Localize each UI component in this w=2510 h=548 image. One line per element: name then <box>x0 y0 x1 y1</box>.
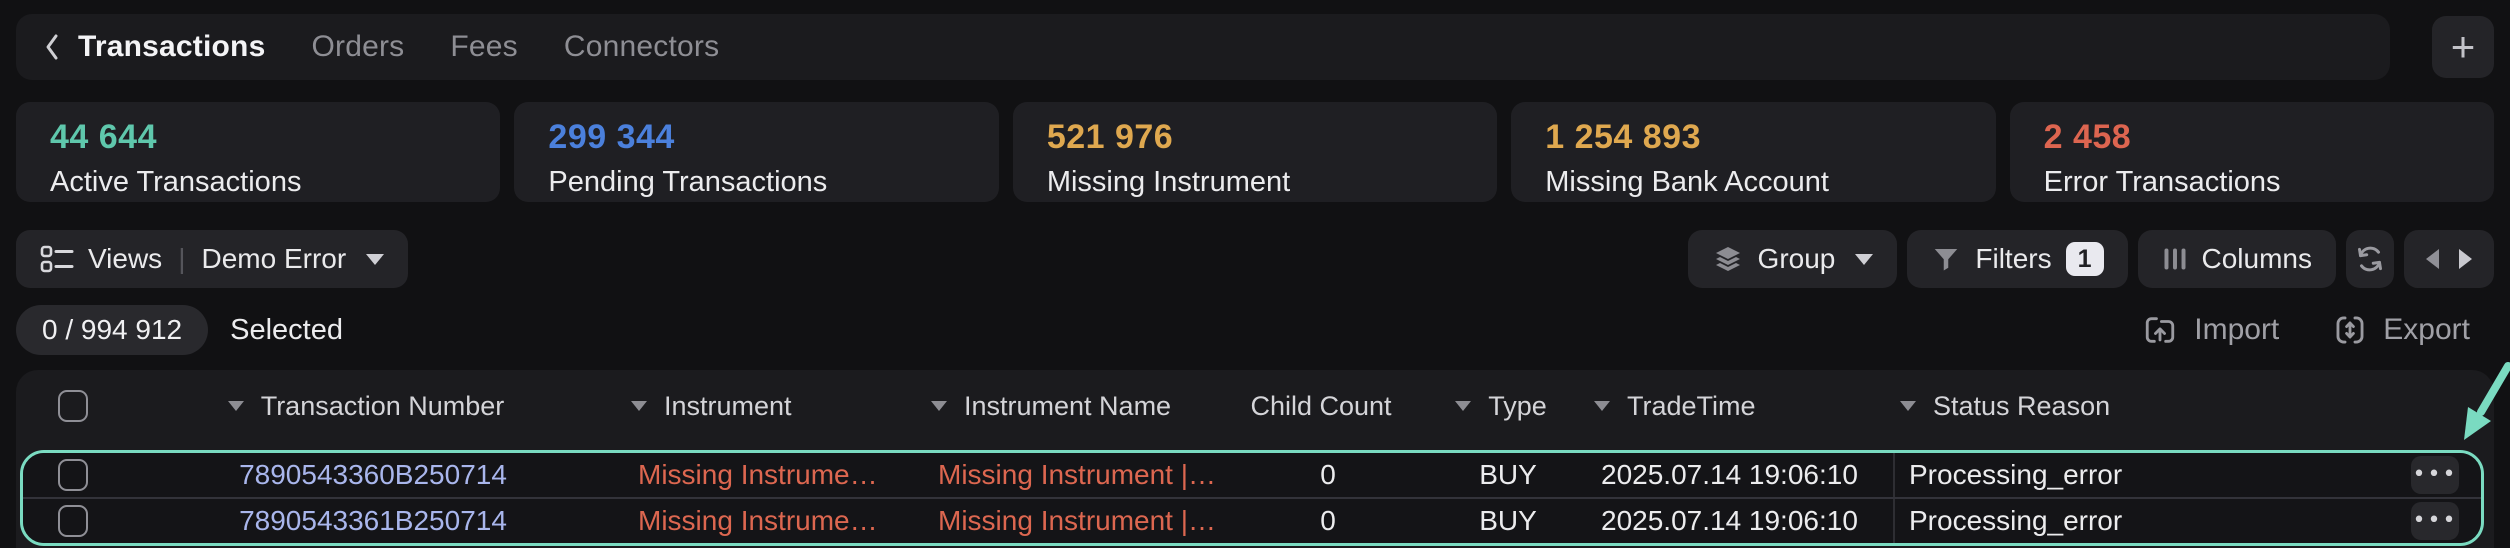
chevron-down-icon <box>366 253 385 265</box>
refresh-icon <box>2358 246 2382 272</box>
selected-label: Selected <box>230 313 343 346</box>
stat-card-missing-bank: 1 254 893 Missing Bank Account <box>1511 102 1996 202</box>
selection-bar: 0 / 994 912 Selected Import <box>16 304 2494 356</box>
import-label: Import <box>2194 313 2280 346</box>
select-all-checkbox[interactable] <box>58 390 88 422</box>
annotation-arrow-icon <box>2464 362 2510 440</box>
tab-orders[interactable]: Orders <box>311 30 405 63</box>
funnel-icon <box>1935 249 1958 271</box>
current-view-name: Demo Error <box>201 243 347 274</box>
row-divider <box>23 497 2481 499</box>
sort-caret-icon <box>1594 401 1610 411</box>
stat-cards: 44 644 Active Transactions 299 344 Pendi… <box>16 102 2495 202</box>
instrument-name-cell: Missing Instrument |… <box>938 459 1217 490</box>
column-header-child-count[interactable]: Child Count <box>1250 390 1392 421</box>
sort-caret-icon <box>631 401 647 411</box>
table-toolbar: Views | Demo Error Group Filters 1 <box>16 230 2494 288</box>
top-nav: Transactions Orders Fees Connectors <box>16 14 2390 80</box>
group-button[interactable]: Group <box>1687 230 1898 288</box>
transaction-number-link[interactable]: 7890543360B250714 <box>239 459 507 490</box>
chevron-down-icon <box>1855 253 1874 265</box>
tab-fees[interactable]: Fees <box>450 30 518 63</box>
import-button[interactable]: Import <box>2142 313 2279 347</box>
column-header-instrument-name[interactable]: Instrument Name <box>886 391 1226 422</box>
tab-connectors[interactable]: Connectors <box>563 30 720 63</box>
instrument-cell: Missing Instrume… <box>638 505 878 536</box>
import-folder-icon <box>2146 317 2175 343</box>
filters-count-badge: 1 <box>2065 242 2104 276</box>
column-header-instrument[interactable]: Instrument <box>566 391 886 422</box>
views-label: Views <box>88 243 163 274</box>
stat-card-active: 44 644 Active Transactions <box>16 102 501 202</box>
stat-label: Pending Transactions <box>548 166 828 198</box>
tradetime-cell: 2025.07.14 19:06:10 <box>1601 505 1858 536</box>
columns-button[interactable]: Columns <box>2137 230 2336 288</box>
views-list-icon <box>40 245 74 273</box>
column-header-transaction-number[interactable]: Transaction Number <box>166 391 566 422</box>
select-row-checkbox[interactable] <box>58 459 88 491</box>
stat-value: 2 458 <box>2043 118 2132 156</box>
stat-label: Active Transactions <box>50 166 302 198</box>
prev-triangle-icon <box>2426 249 2439 269</box>
select-row-checkbox[interactable] <box>58 505 88 537</box>
sort-caret-icon <box>1900 401 1916 411</box>
toolbar-right: Group Filters 1 Columns <box>1687 230 2494 288</box>
sort-caret-icon <box>227 401 244 411</box>
type-cell: BUY <box>1479 505 1537 536</box>
stat-label: Error Transactions <box>2043 166 2281 198</box>
child-count-cell: 0 <box>1320 459 1336 490</box>
instrument-name-cell: Missing Instrument |… <box>938 505 1217 536</box>
table-row[interactable]: 7890543360B250714 Missing Instrume… Miss… <box>23 453 2481 497</box>
stat-label: Missing Bank Account <box>1545 166 1829 198</box>
sort-caret-icon <box>1455 401 1472 411</box>
stat-value: 299 344 <box>548 118 675 156</box>
views-selector[interactable]: Views | Demo Error <box>16 230 409 288</box>
export-button[interactable]: Export <box>2333 313 2470 347</box>
add-button[interactable]: + <box>2432 16 2494 78</box>
import-export-group: Import Export <box>2142 313 2470 347</box>
status-reason-cell: Processing_error <box>1893 453 2273 497</box>
divider: | <box>178 243 186 274</box>
stat-value: 521 976 <box>1046 118 1174 156</box>
highlighted-rows-group: 7890543360B250714 Missing Instrume… Miss… <box>20 450 2484 546</box>
tradetime-cell: 2025.07.14 19:06:10 <box>1601 459 1858 490</box>
stat-value: 1 254 893 <box>1545 118 1701 156</box>
status-reason-cell: Processing_error <box>1893 499 2273 543</box>
export-label: Export <box>2383 313 2470 346</box>
columns-label: Columns <box>2201 243 2312 274</box>
row-menu-button[interactable]: ••• <box>2411 502 2459 540</box>
stat-value: 44 644 <box>50 118 157 156</box>
transaction-number-link[interactable]: 7890543361B250714 <box>239 505 507 536</box>
selected-count-badge: 0 / 994 912 <box>16 305 209 355</box>
instrument-cell: Missing Instrume… <box>638 459 878 490</box>
back-button[interactable] <box>42 32 62 62</box>
filters-button[interactable]: Filters 1 <box>1907 230 2128 288</box>
stat-card-missing-instrument: 521 976 Missing Instrument <box>1012 102 1498 202</box>
refresh-button[interactable] <box>2346 230 2394 288</box>
next-triangle-icon <box>2459 249 2472 269</box>
type-cell: BUY <box>1479 459 1537 490</box>
pagination-prev-next[interactable] <box>2404 230 2494 288</box>
table-row[interactable]: 7890543361B250714 Missing Instrume… Miss… <box>23 499 2481 543</box>
stat-label: Missing Instrument <box>1046 166 1291 198</box>
column-header-tradetime[interactable]: TradeTime <box>1586 391 1886 422</box>
row-menu-button[interactable]: ••• <box>2411 456 2459 494</box>
layers-icon <box>1715 247 1740 271</box>
tab-transactions[interactable]: Transactions <box>78 30 266 63</box>
group-label: Group <box>1757 243 1836 274</box>
child-count-cell: 0 <box>1320 505 1336 536</box>
stat-card-error: 2 458 Error Transactions <box>2009 102 2495 202</box>
filters-label: Filters <box>1975 243 2052 274</box>
column-header-status-reason[interactable]: Status Reason <box>1886 391 2266 422</box>
stat-card-pending: 299 344 Pending Transactions <box>514 102 999 202</box>
column-header-type[interactable]: Type <box>1416 391 1586 422</box>
columns-icon <box>2164 248 2186 270</box>
sort-caret-icon <box>931 401 947 411</box>
transactions-table: Transaction Number Instrument Instrument… <box>16 370 2494 548</box>
export-icon <box>2336 316 2364 344</box>
chevron-left-icon <box>46 34 58 60</box>
table-header-row: Transaction Number Instrument Instrument… <box>16 370 2494 442</box>
